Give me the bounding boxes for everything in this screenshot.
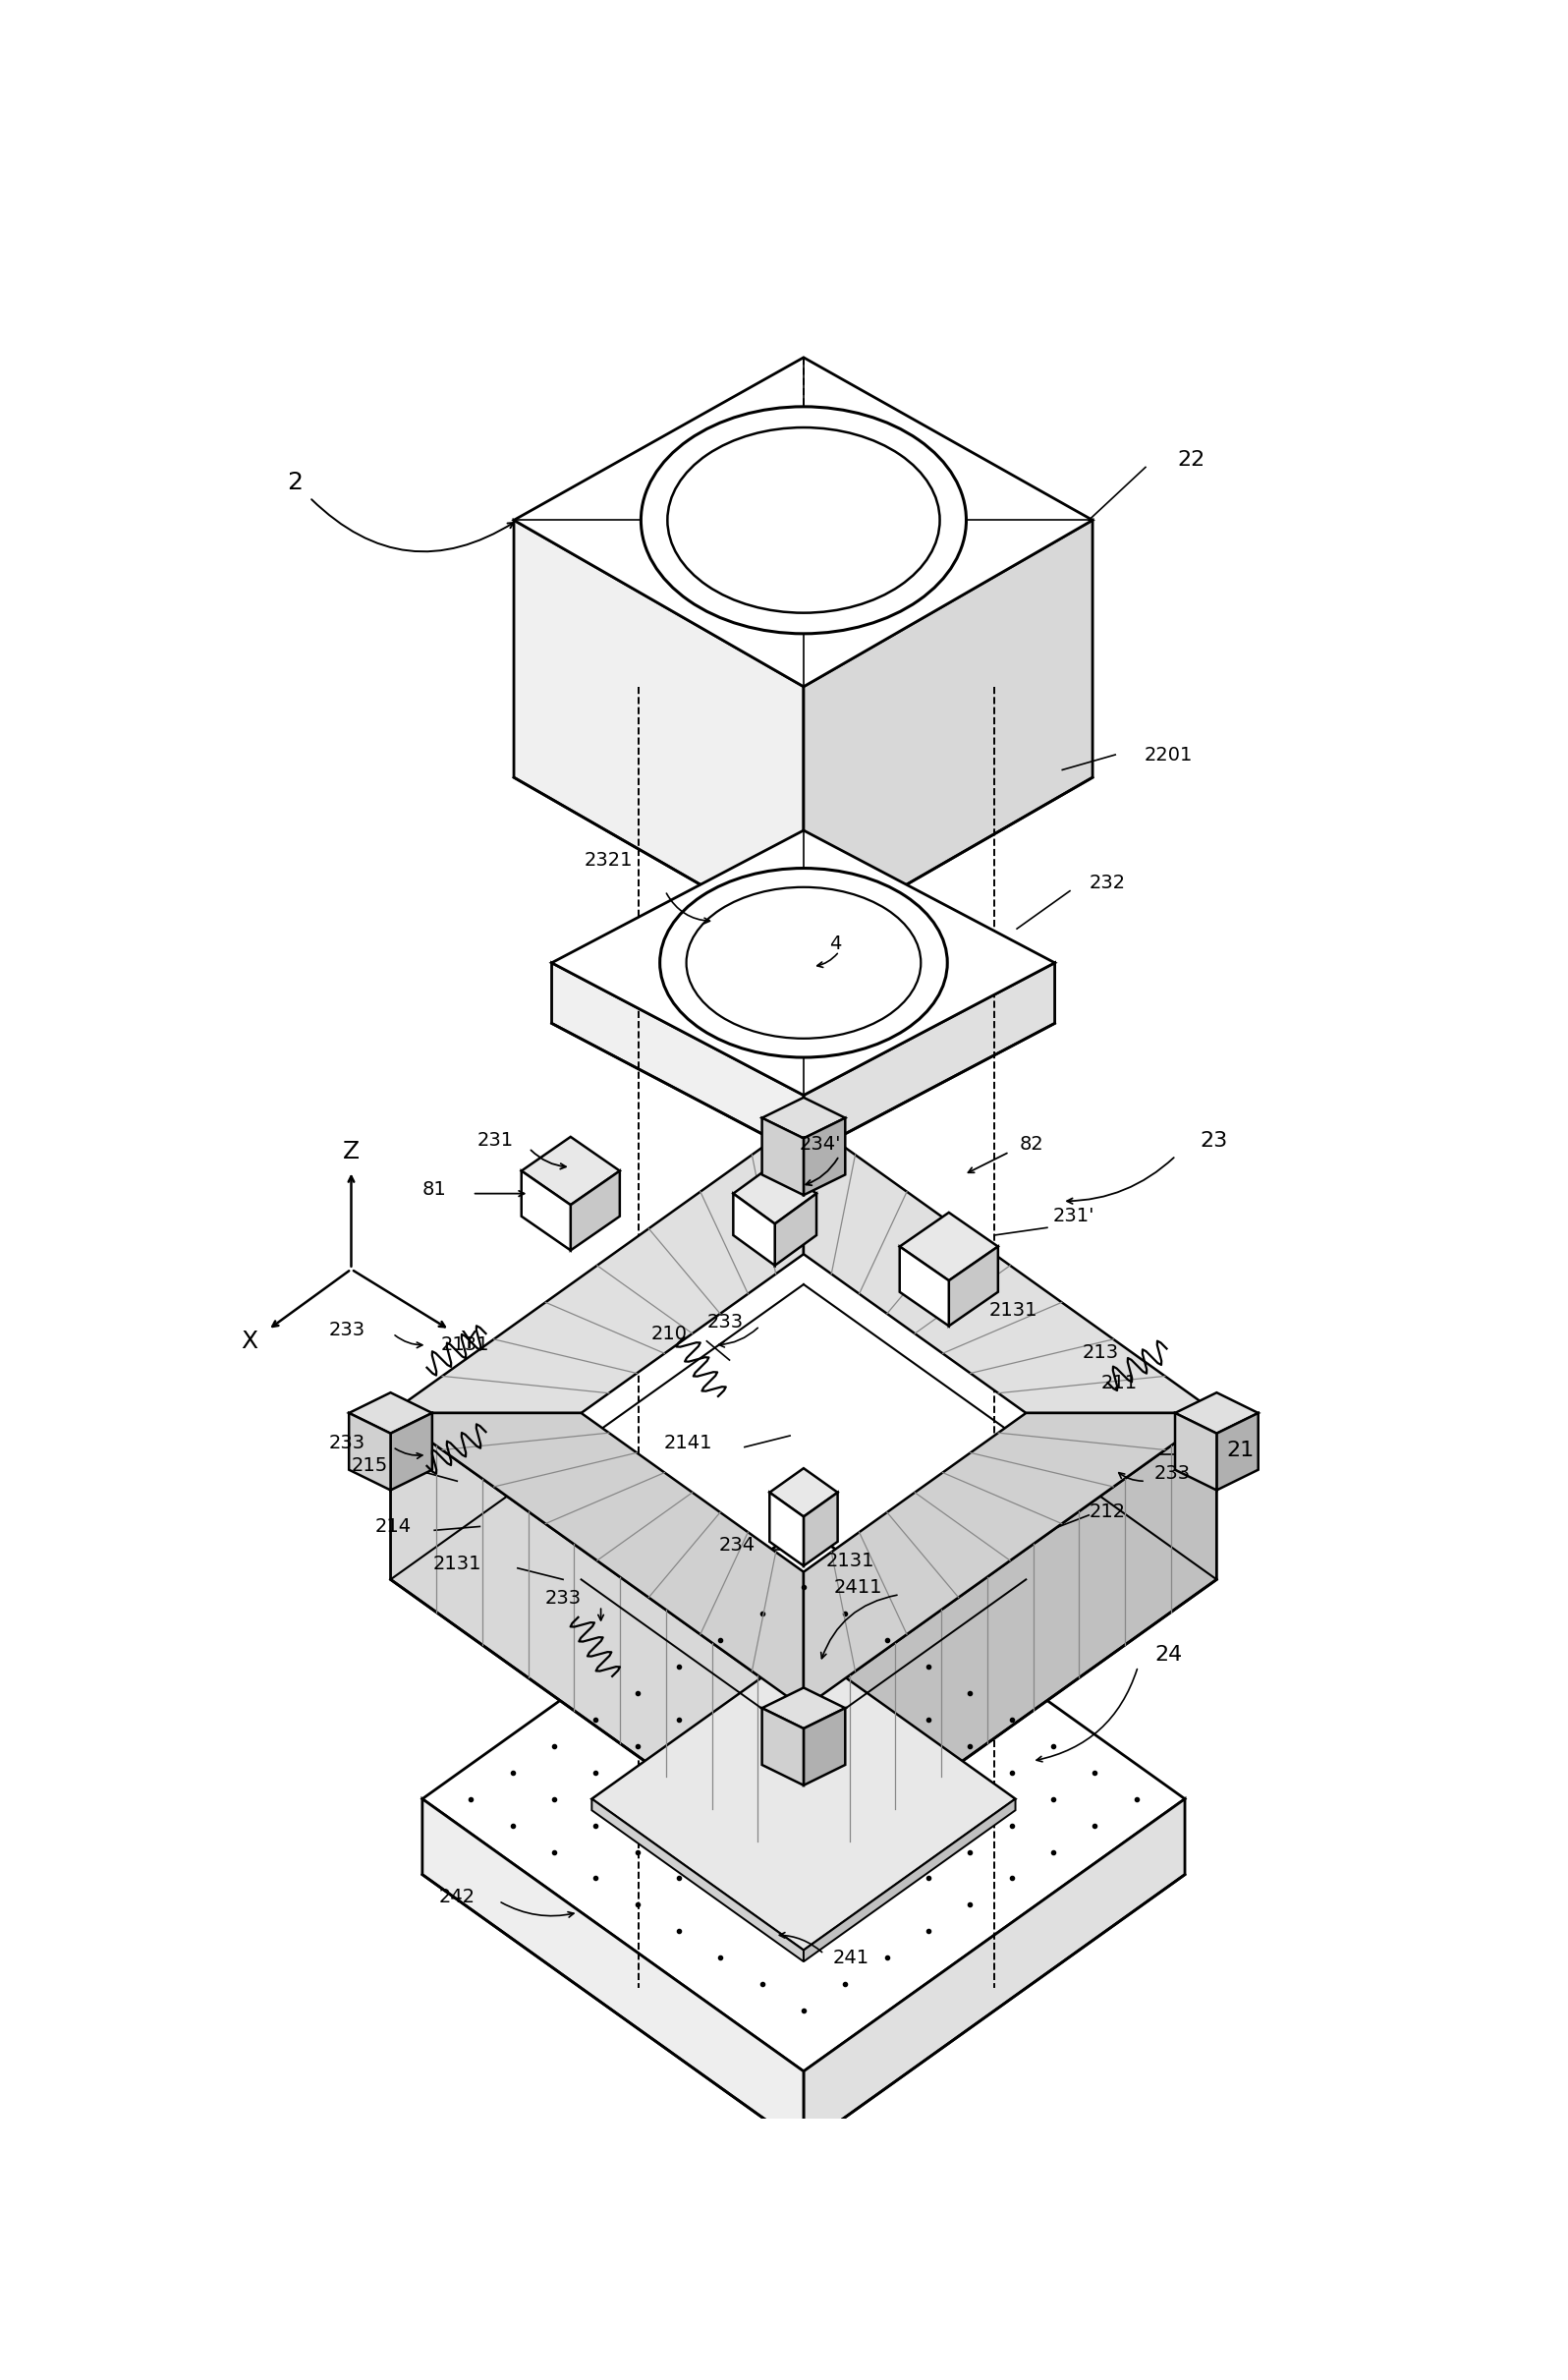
Polygon shape bbox=[522, 1171, 571, 1250]
Polygon shape bbox=[350, 1392, 433, 1433]
Polygon shape bbox=[762, 1097, 845, 1138]
Text: 233: 233 bbox=[329, 1321, 365, 1340]
Polygon shape bbox=[390, 1119, 803, 1414]
Polygon shape bbox=[390, 1414, 433, 1490]
Polygon shape bbox=[803, 1119, 1217, 1414]
Text: 2131: 2131 bbox=[441, 1335, 489, 1354]
Polygon shape bbox=[522, 1138, 619, 1204]
Text: X: X bbox=[240, 1330, 257, 1352]
Text: 234: 234 bbox=[718, 1535, 756, 1554]
Polygon shape bbox=[390, 1414, 803, 1875]
Text: 22: 22 bbox=[1178, 450, 1204, 469]
Polygon shape bbox=[390, 1414, 803, 1709]
Polygon shape bbox=[949, 1247, 997, 1326]
Polygon shape bbox=[803, 1799, 1185, 2147]
Polygon shape bbox=[770, 1468, 837, 1516]
Ellipse shape bbox=[687, 888, 920, 1038]
Polygon shape bbox=[422, 1526, 1185, 2071]
Polygon shape bbox=[422, 1799, 803, 2147]
Polygon shape bbox=[900, 1247, 949, 1326]
Text: 231': 231' bbox=[1052, 1207, 1094, 1226]
Polygon shape bbox=[803, 1119, 845, 1195]
Text: 233: 233 bbox=[707, 1314, 743, 1330]
Polygon shape bbox=[803, 1709, 845, 1785]
Polygon shape bbox=[762, 1119, 803, 1195]
Polygon shape bbox=[591, 1799, 803, 1961]
Text: 2: 2 bbox=[287, 471, 303, 495]
Text: 215: 215 bbox=[351, 1457, 389, 1476]
Polygon shape bbox=[571, 1171, 619, 1250]
Text: 2131: 2131 bbox=[826, 1552, 875, 1571]
Polygon shape bbox=[803, 1799, 1016, 1961]
Text: 242: 242 bbox=[439, 1887, 475, 1906]
Polygon shape bbox=[514, 357, 1093, 685]
Text: 24: 24 bbox=[1154, 1645, 1182, 1666]
Ellipse shape bbox=[641, 407, 966, 633]
Ellipse shape bbox=[668, 428, 939, 614]
Polygon shape bbox=[775, 1195, 817, 1266]
Polygon shape bbox=[734, 1164, 817, 1223]
Polygon shape bbox=[803, 1492, 837, 1566]
Text: 234': 234' bbox=[800, 1135, 840, 1154]
Text: 2201: 2201 bbox=[1145, 745, 1193, 764]
Text: 2141: 2141 bbox=[663, 1433, 712, 1452]
Text: 233: 233 bbox=[329, 1433, 365, 1452]
Ellipse shape bbox=[660, 869, 947, 1057]
Text: Z: Z bbox=[343, 1140, 359, 1164]
Text: 214: 214 bbox=[375, 1516, 411, 1535]
Text: Y: Y bbox=[461, 1330, 477, 1352]
Polygon shape bbox=[803, 521, 1093, 945]
Text: 231: 231 bbox=[477, 1130, 513, 1150]
Polygon shape bbox=[770, 1492, 803, 1566]
Polygon shape bbox=[1217, 1414, 1258, 1490]
Text: 81: 81 bbox=[422, 1180, 447, 1200]
Text: 2131: 2131 bbox=[989, 1302, 1038, 1321]
Text: 232: 232 bbox=[1090, 873, 1126, 892]
Text: 211: 211 bbox=[1101, 1373, 1137, 1392]
Polygon shape bbox=[591, 1647, 1016, 1949]
Text: 2411: 2411 bbox=[834, 1578, 883, 1597]
Polygon shape bbox=[900, 1211, 997, 1280]
Polygon shape bbox=[1174, 1414, 1217, 1490]
Polygon shape bbox=[552, 964, 803, 1157]
Text: 23: 23 bbox=[1200, 1130, 1228, 1150]
Text: 21: 21 bbox=[1226, 1440, 1254, 1461]
Text: 241: 241 bbox=[833, 1949, 869, 1968]
Text: 4: 4 bbox=[829, 935, 842, 954]
Polygon shape bbox=[803, 964, 1055, 1157]
Text: 2321: 2321 bbox=[585, 852, 633, 871]
Text: 213: 213 bbox=[1082, 1342, 1118, 1361]
Polygon shape bbox=[552, 831, 1055, 1095]
Polygon shape bbox=[762, 1709, 803, 1785]
Text: 233: 233 bbox=[544, 1590, 582, 1609]
Polygon shape bbox=[803, 1414, 1217, 1875]
Text: 2131: 2131 bbox=[433, 1554, 481, 1573]
Polygon shape bbox=[1174, 1392, 1258, 1433]
Polygon shape bbox=[762, 1687, 845, 1728]
Text: 233: 233 bbox=[1154, 1464, 1190, 1483]
Polygon shape bbox=[734, 1195, 775, 1266]
Polygon shape bbox=[514, 521, 803, 945]
Polygon shape bbox=[350, 1414, 390, 1490]
Polygon shape bbox=[803, 1414, 1217, 1709]
Text: 210: 210 bbox=[651, 1323, 687, 1342]
Text: 82: 82 bbox=[1019, 1135, 1044, 1154]
Text: 212: 212 bbox=[1090, 1502, 1126, 1521]
